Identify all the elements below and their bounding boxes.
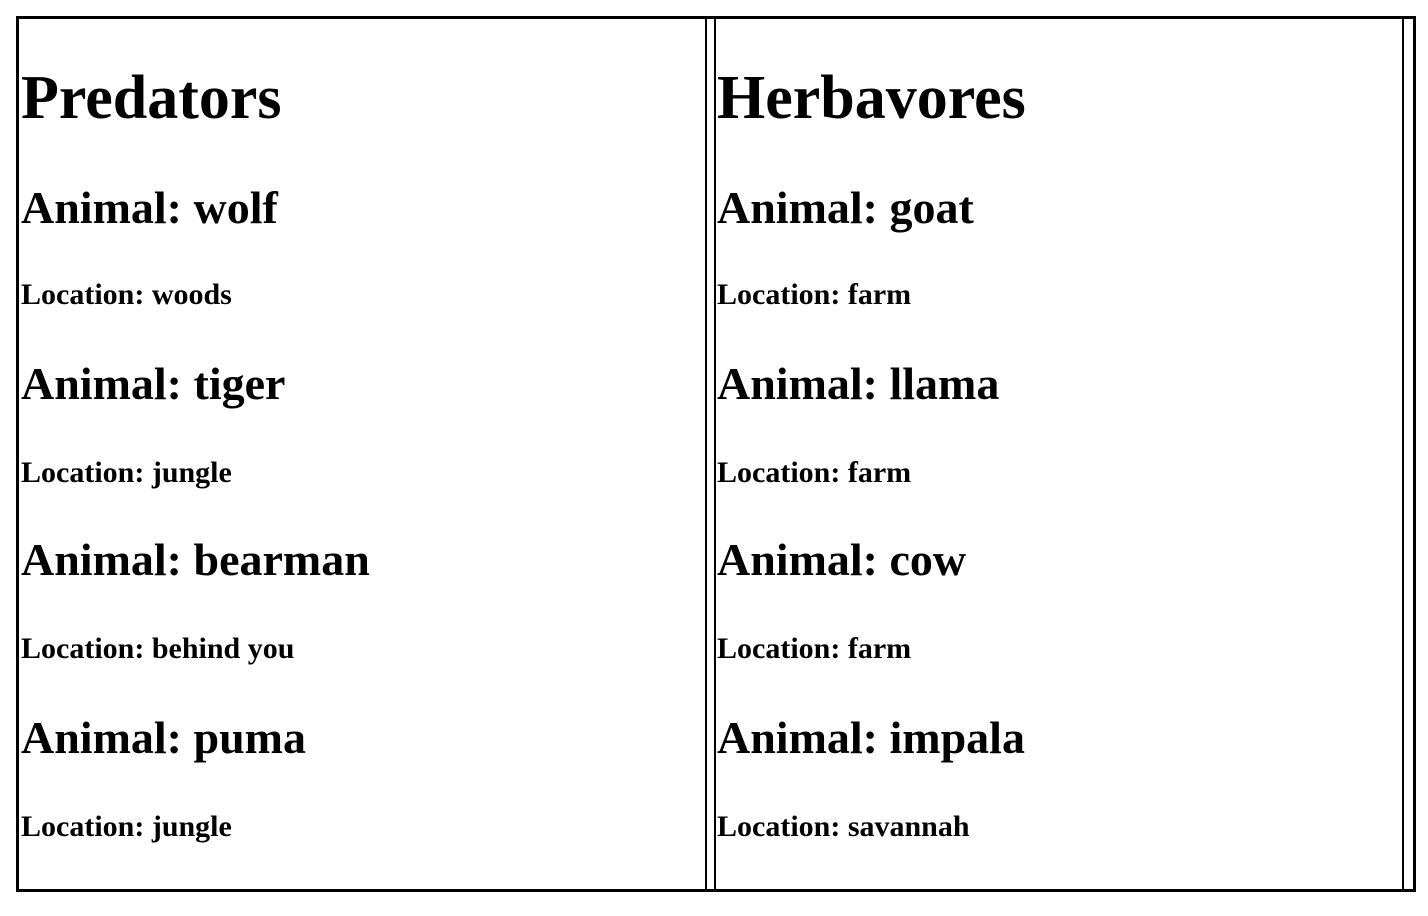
animal-location: Location: farm [717,456,912,489]
animal-name: Animal: wolf [21,182,278,233]
outer-table-frame [16,16,1416,892]
animal-name: Animal: tiger [21,358,286,409]
animal-location: Location: jungle [21,810,232,843]
animal-location: Location: farm [717,278,912,311]
animal-location: Location: savannah [717,810,970,843]
animal-name: Animal: bearman [21,534,370,585]
animal-location: Location: jungle [21,456,232,489]
animal-name: Animal: cow [717,534,967,585]
animal-name: Animal: goat [717,182,974,233]
predators-heading: Predators [21,64,282,132]
predators-column: Predators Animal: wolf Location: woods A… [18,18,707,890]
herbivores-heading: Herbavores [717,64,1026,132]
animal-name: Animal: puma [21,712,306,763]
animal-location: Location: behind you [21,632,295,665]
herbivores-column: Herbavores Animal: goat Location: farm A… [714,18,1404,890]
animal-name: Animal: llama [717,358,1000,409]
animal-name: Animal: impala [717,712,1025,763]
animal-location: Location: farm [717,632,912,665]
outer-table-right-border [1413,16,1416,892]
animal-location: Location: woods [21,278,232,311]
